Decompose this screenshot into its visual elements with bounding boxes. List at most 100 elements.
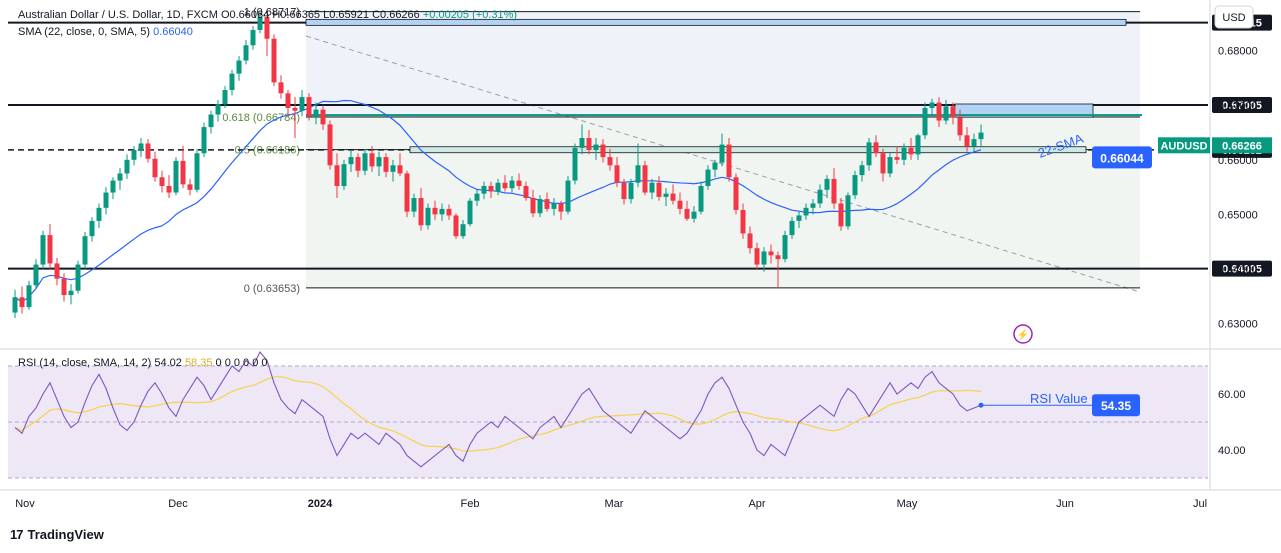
candle-body xyxy=(180,160,186,185)
trend-line xyxy=(305,35,1141,293)
rsi-annotation: RSI Value xyxy=(1030,391,1088,406)
candle-body xyxy=(446,208,452,216)
tradingview-watermark: 17 TradingView xyxy=(10,527,104,542)
time-tick-label: 2024 xyxy=(308,498,333,510)
candle-body xyxy=(873,142,879,154)
sma-label: SMA (22, close, 0, SMA, 5) xyxy=(18,26,151,38)
fib-zone-top xyxy=(306,11,1140,118)
candle-body xyxy=(474,193,480,201)
candle-body xyxy=(12,297,18,313)
teal-level-line xyxy=(306,114,1142,117)
ohlc-high: H0.66365 xyxy=(272,9,321,21)
ohlc-low: L0.65921 xyxy=(323,9,370,21)
candle-body xyxy=(208,114,214,128)
candle-body xyxy=(243,45,249,61)
candle-body xyxy=(964,135,970,147)
rsi-value-text: 54.35 xyxy=(1101,399,1131,413)
price-tick-label: 0.67000 xyxy=(1218,100,1258,112)
currency-button[interactable] xyxy=(1214,5,1254,29)
candle-body xyxy=(929,102,935,108)
currency-button-text: USD xyxy=(1222,12,1245,24)
candle-body xyxy=(467,200,473,225)
candle-body xyxy=(334,165,340,186)
candle-body xyxy=(530,198,536,214)
candle-body xyxy=(614,165,620,183)
candle-body xyxy=(348,157,354,165)
time-tick-label: May xyxy=(897,498,918,510)
candle-body xyxy=(705,169,711,186)
candle-body xyxy=(33,264,39,286)
price-axis-level-text: 0.64005 xyxy=(1222,264,1262,276)
rsi-ma-value: 58.35 xyxy=(184,357,213,369)
candle-body xyxy=(166,186,172,193)
candle-body xyxy=(915,135,921,155)
candle-body xyxy=(551,203,557,209)
candle-body xyxy=(670,193,676,201)
candle-body xyxy=(544,199,550,209)
rsi-value-tag xyxy=(1092,394,1140,417)
candle-body xyxy=(936,102,942,121)
candle-body xyxy=(250,30,256,46)
price-axis-current-tag xyxy=(1212,137,1272,154)
candle-body xyxy=(691,211,697,219)
price-axis-level-text: 0.67005 xyxy=(1222,100,1262,112)
candle-body xyxy=(796,215,802,221)
candle-body xyxy=(194,153,200,190)
price-tick-label: 0.63000 xyxy=(1218,318,1258,330)
candle-body xyxy=(943,106,949,121)
candle-body xyxy=(656,182,662,197)
candle-body xyxy=(817,189,823,204)
candle-body xyxy=(761,251,767,265)
rsi-tick-label: 60.00 xyxy=(1218,389,1246,401)
lightning-icon[interactable] xyxy=(1013,324,1033,344)
chart-header: Australian Dollar / U.S. Dollar, 1D, FXC… xyxy=(18,9,517,21)
candle-body xyxy=(320,109,326,125)
candle-body xyxy=(229,73,235,90)
candle-body xyxy=(523,186,529,198)
candle-body xyxy=(607,157,613,166)
time-tick-label: Jun xyxy=(1056,498,1074,510)
lightning-glyph-icon: ⚡ xyxy=(1017,328,1029,341)
price-axis-current-text: 0.66266 xyxy=(1222,140,1262,152)
candle-body xyxy=(264,16,270,39)
candle-body xyxy=(453,215,459,237)
candle-body xyxy=(285,93,291,108)
candle-body xyxy=(789,220,795,236)
candle-body xyxy=(866,142,872,166)
candle-body xyxy=(460,224,466,237)
candle-body xyxy=(222,90,228,105)
candle-body xyxy=(719,144,725,163)
candle-body xyxy=(621,182,627,200)
candle-body xyxy=(257,16,263,30)
symbol-tag-text: AUDUSD xyxy=(1160,140,1207,152)
candle-body xyxy=(439,208,445,215)
price-tick-label: 0.64000 xyxy=(1218,264,1258,276)
rsi-legend: RSI (14, close, SMA, 14, 2) 54.02 58.35 … xyxy=(18,357,268,369)
symbol-tag xyxy=(1158,137,1210,154)
candle-body xyxy=(712,162,718,170)
candle-body xyxy=(971,139,977,147)
fib-level-label: 1 (0.68717) xyxy=(244,7,300,19)
candle-body xyxy=(810,203,816,208)
candle-body xyxy=(726,144,732,178)
rsi-tick-label: 40.00 xyxy=(1218,445,1246,457)
candle-body xyxy=(404,173,410,212)
candle-body xyxy=(978,132,984,140)
sma-value-text: 0.66044 xyxy=(1100,151,1144,165)
rsi-ma-line xyxy=(14,376,982,452)
candle-body xyxy=(628,182,634,200)
time-tick-label: Feb xyxy=(461,498,480,510)
symbol-title: Australian Dollar / U.S. Dollar, 1D, FXC… xyxy=(18,9,218,21)
price-tick-label: 0.68000 xyxy=(1218,46,1258,58)
candle-body xyxy=(271,38,277,83)
candle-body xyxy=(124,159,130,174)
candle-body xyxy=(859,165,865,176)
candle-body xyxy=(824,178,830,190)
candle-body xyxy=(481,186,487,194)
candle-body xyxy=(159,177,165,186)
time-tick-label: Nov xyxy=(15,498,35,510)
price-axis-level-tag xyxy=(1212,260,1272,277)
candle-body xyxy=(355,157,361,171)
candle-body xyxy=(537,199,543,214)
